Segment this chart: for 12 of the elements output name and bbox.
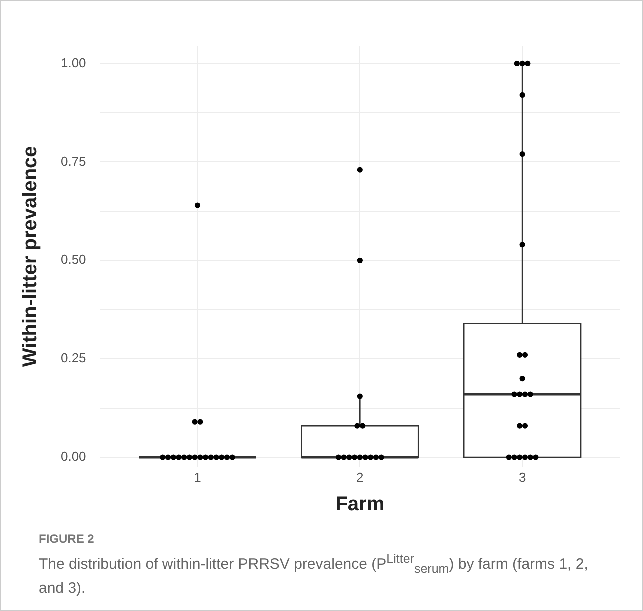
y-tick-label: 0.75	[60, 154, 86, 169]
y-tick-label: 0.25	[60, 350, 86, 366]
x-tick-label: 3	[518, 470, 526, 485]
y-tick-label: 0.00	[60, 449, 86, 464]
y-tick-label: 0.50	[60, 252, 86, 268]
x-tick-label: 2	[356, 470, 364, 485]
x-axis-title: Farm	[336, 494, 385, 516]
y-axis-title: Within-litter prevalence	[20, 146, 42, 368]
text: The distribution of within-litter PRRSV prevalence (P$^{Litter}$$_{serum}$) by farm (farms 1, 2, and 3).	[39, 552, 588, 597]
caption: FIGURE 2	[39, 531, 96, 548]
y-tick-label: 1.00	[60, 55, 86, 70]
x-tick-label: 1	[194, 470, 202, 485]
